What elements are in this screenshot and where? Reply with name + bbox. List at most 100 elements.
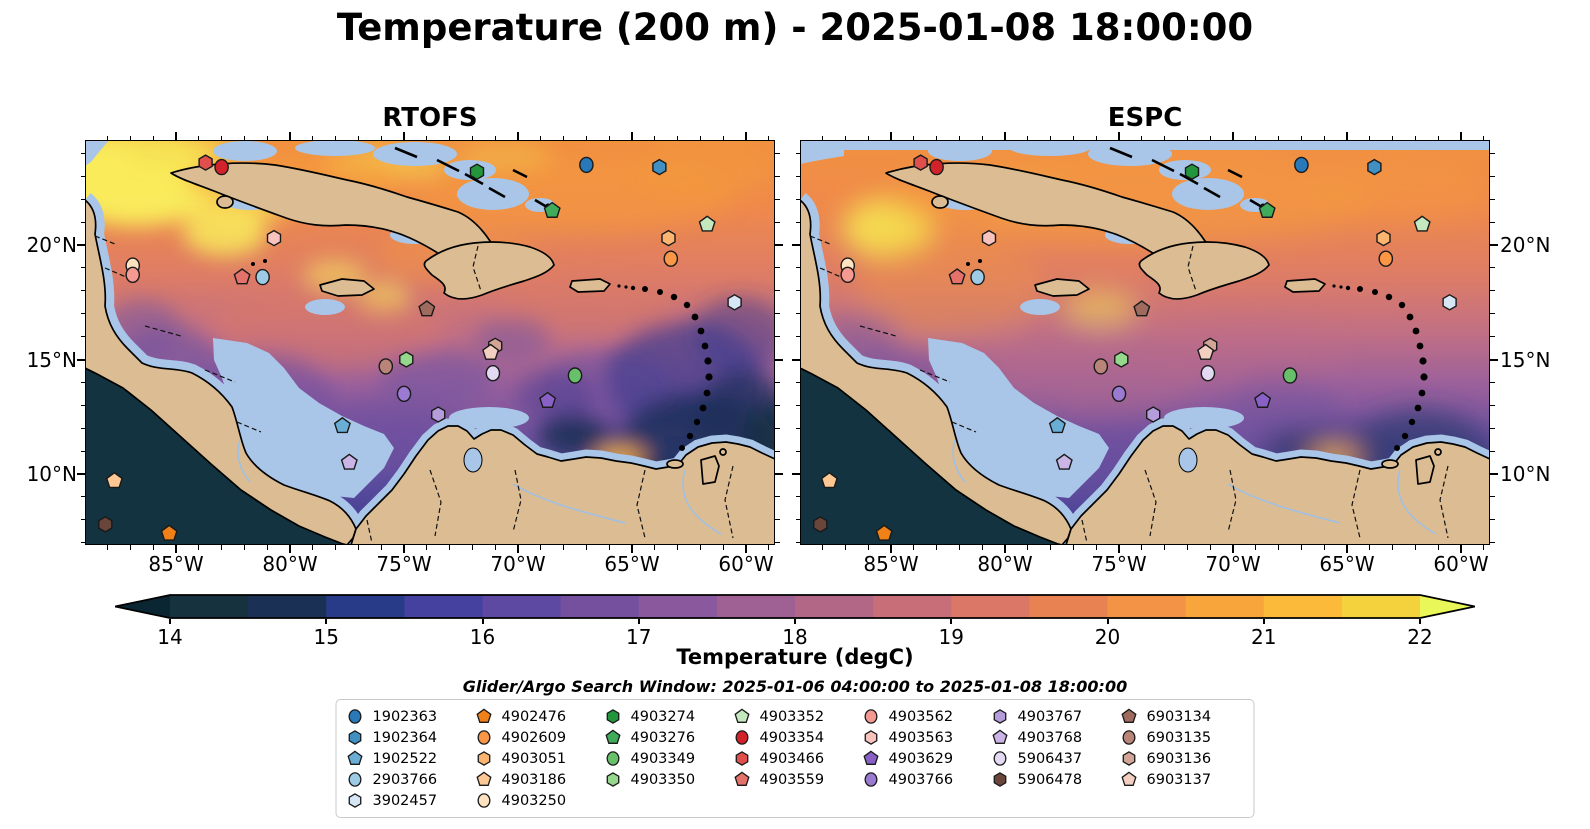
legend-entry-4903629: 4903629: [863, 748, 986, 769]
legend-column: 4903562 4903563 4903629 4903766: [863, 706, 986, 811]
axis-tick: [677, 135, 679, 140]
legend-entry-6903137: 6903137: [1121, 769, 1244, 790]
axis-tick: [1323, 135, 1325, 140]
map-image-rtofs: [85, 140, 775, 545]
axis-tick: [795, 221, 800, 223]
float-marker-4903352: [698, 215, 716, 232]
float-marker-4903276: [1258, 201, 1276, 218]
legend-entry-2903766: 2903766: [347, 769, 470, 790]
colorbar-tick-label: 16: [469, 625, 496, 649]
pentagon-marker-icon: [347, 750, 363, 765]
axis-tick: [1437, 135, 1439, 140]
float-marker-1902364: [1367, 158, 1382, 176]
axis-tick: [795, 450, 800, 452]
legend-entry-4903276: 4903276: [605, 727, 728, 748]
axis-tick: [1392, 135, 1394, 140]
axis-tick: [913, 545, 915, 550]
pentagon-marker-icon: [605, 729, 621, 744]
axis-tick: [722, 545, 724, 550]
search-window-subtitle: Glider/Argo Search Window: 2025-01-06 04…: [462, 677, 1128, 696]
float-marker-4903768: [340, 453, 358, 470]
legend-label: 6903134: [1146, 708, 1212, 725]
float-marker-5906437: [1200, 364, 1216, 382]
circle-marker-icon: [735, 730, 749, 745]
axis-tick: [1050, 545, 1052, 550]
float-marker-4903629: [1254, 391, 1272, 408]
axis-tick: [795, 496, 800, 498]
axis-tick: [775, 496, 780, 498]
axis-tick: [80, 152, 85, 154]
colorbar-tick: [637, 619, 640, 624]
lon-tick-label: 85°W: [863, 552, 919, 576]
legend-column: 1902363 1902364 1902522 2903766 3902457: [347, 706, 470, 811]
axis-tick: [822, 135, 824, 140]
colorbar-image: [115, 594, 1475, 619]
axis-tick: [107, 545, 109, 550]
float-marker-4903629: [539, 391, 557, 408]
axis-tick: [631, 545, 633, 553]
axis-tick: [958, 545, 960, 550]
axis-tick: [795, 313, 800, 315]
float-marker-1902364: [652, 158, 667, 176]
circle-marker-icon: [606, 751, 620, 766]
colorbar-tick: [1106, 619, 1109, 624]
colorbar: 14 15 16 17 18 19 20 21 22: [115, 594, 1475, 654]
axis-tick: [775, 221, 780, 223]
lon-tick-label: 75°W: [376, 552, 432, 576]
pentagon-marker-icon: [863, 750, 879, 765]
axis-tick: [1027, 135, 1029, 140]
axis-tick: [1392, 545, 1394, 550]
legend-label: 4903767: [1017, 708, 1083, 725]
lat-tick-label: 20°N: [26, 233, 77, 257]
axis-tick: [775, 542, 780, 544]
axis-tick: [80, 427, 85, 429]
legend-label: 4903768: [1017, 729, 1083, 746]
axis-tick: [266, 545, 268, 550]
legend-column: 4903352 4903354 4903466 4903559: [734, 706, 857, 811]
hexagon-marker-icon: [477, 751, 491, 766]
axis-tick: [357, 545, 359, 550]
legend-label: 4903559: [759, 771, 825, 788]
colorbar-label: Temperature (degC): [676, 645, 914, 669]
float-marker-4903354: [929, 158, 944, 176]
axis-tick: [563, 545, 565, 550]
legend-label: 6903136: [1146, 750, 1212, 767]
axis-tick: [312, 545, 314, 550]
axis-tick: [913, 135, 915, 140]
axis-tick: [1072, 135, 1074, 140]
axis-tick: [1490, 221, 1495, 223]
float-marker-4903349: [567, 367, 583, 384]
legend-entry-4902476: 4902476: [476, 706, 599, 727]
axis-tick: [175, 132, 177, 140]
axis-tick: [1490, 381, 1495, 383]
axis-tick: [795, 404, 800, 406]
axis-tick: [795, 290, 800, 292]
float-marker-4903766: [1111, 385, 1127, 403]
float-marker-4903466: [198, 154, 213, 171]
float-marker-4903186: [820, 471, 838, 489]
legend-column: 6903134 6903135 6903136 6903137: [1121, 706, 1244, 811]
legend-label: 4903186: [501, 771, 567, 788]
axis-tick: [1490, 313, 1495, 315]
axis-tick: [775, 427, 780, 429]
colorbar-tick: [1419, 619, 1421, 624]
axis-tick: [795, 542, 800, 544]
axis-tick: [775, 358, 783, 361]
axis-tick: [792, 358, 800, 361]
axis-tick: [517, 132, 519, 140]
legend-entry-4903274: 4903274: [605, 706, 728, 727]
axis-tick: [1255, 545, 1257, 550]
float-marker-4903766: [396, 385, 412, 403]
circle-marker-icon: [864, 772, 878, 787]
float-marker-4903274: [1184, 163, 1200, 181]
axis-tick: [471, 135, 473, 140]
colorbar-tick-label: 14: [157, 625, 183, 649]
axis-tick: [80, 267, 85, 269]
axis-tick: [792, 473, 800, 475]
axis-tick: [1278, 545, 1280, 550]
pentagon-marker-icon: [734, 708, 750, 723]
axis-tick: [80, 542, 85, 544]
axis-tick: [745, 545, 747, 553]
colorbar-tick-label: 18: [782, 625, 808, 649]
axis-tick: [80, 496, 85, 498]
